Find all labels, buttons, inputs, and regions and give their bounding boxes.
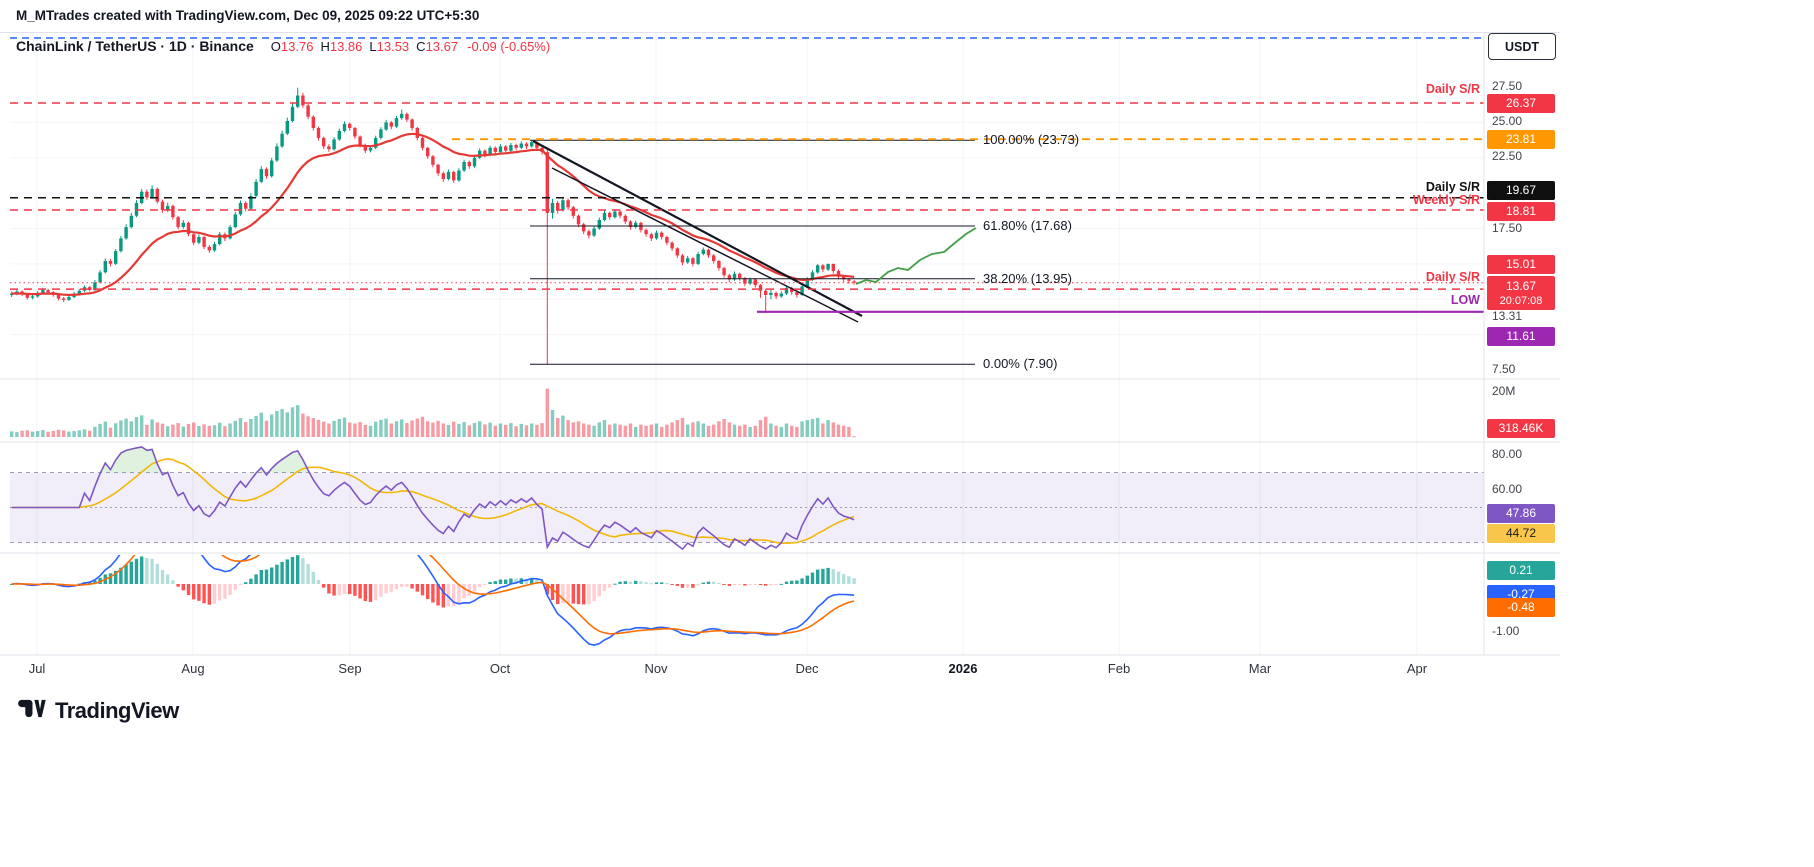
- currency-button[interactable]: USDT: [1488, 33, 1556, 60]
- tradingview-logo-mark-icon: [18, 697, 46, 725]
- change-value: -0.09 (-0.65%): [467, 38, 551, 54]
- symbol-title[interactable]: ChainLink / TetherUS · 1D · Binance: [16, 38, 254, 54]
- high-label: H: [320, 38, 330, 54]
- watermark-text: M_MTrades created with TradingView.com, …: [16, 8, 480, 23]
- open-value: 13.76: [280, 38, 314, 54]
- low-label: L: [369, 38, 377, 54]
- open-label: O: [270, 38, 281, 54]
- low-value: 13.53: [376, 38, 410, 54]
- chart-header: ChainLink / TetherUS · 1D · Binance O 13…: [16, 38, 550, 54]
- close-label: C: [416, 38, 426, 54]
- tradingview-logo-text: TradingView: [55, 698, 179, 723]
- high-value: 13.86: [329, 38, 363, 54]
- tradingview-logo[interactable]: TradingView: [18, 697, 179, 725]
- close-value: 13.67: [425, 38, 459, 54]
